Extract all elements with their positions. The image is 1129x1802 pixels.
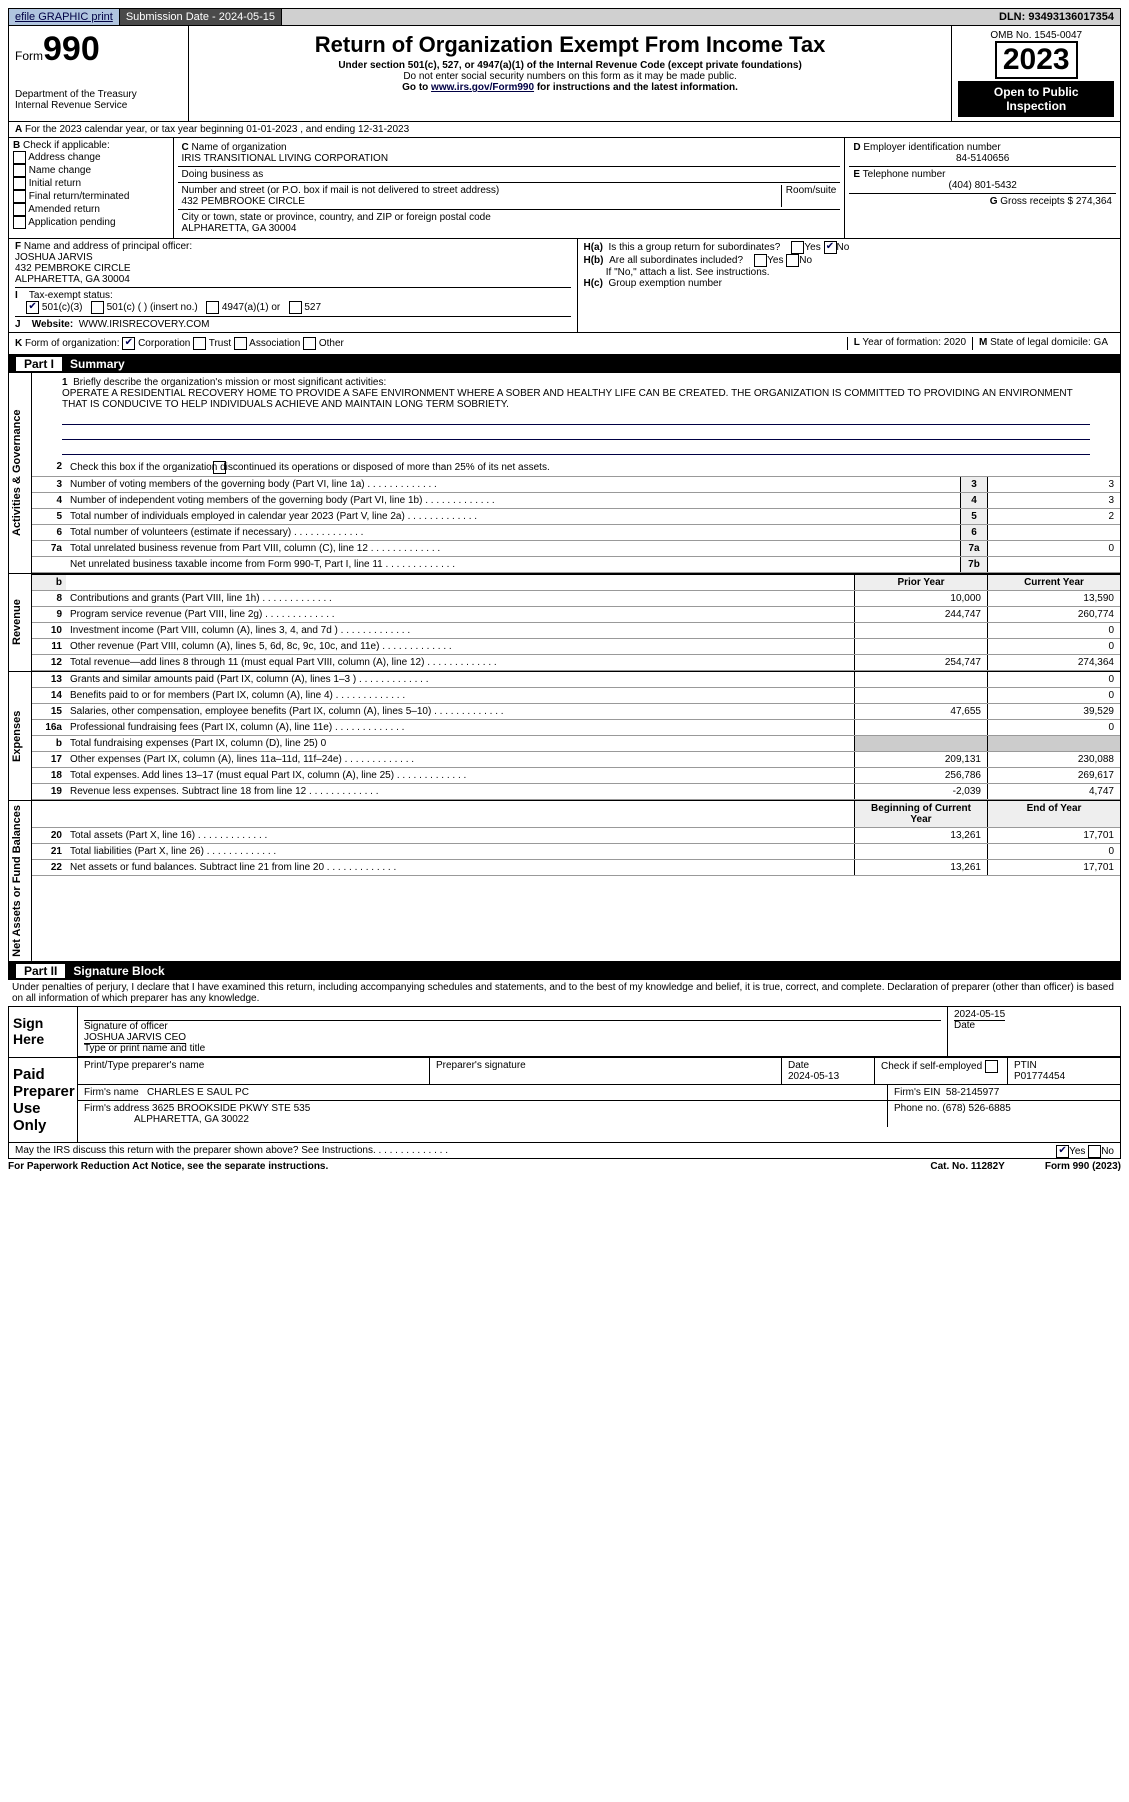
summary-row: 19Revenue less expenses. Subtract line 1…	[32, 784, 1120, 800]
summary-row: 8Contributions and grants (Part VIII, li…	[32, 591, 1120, 607]
line-a: A For the 2023 calendar year, or tax yea…	[8, 122, 1121, 138]
state-domicile: GA	[1094, 337, 1108, 348]
check-501c[interactable]	[91, 301, 104, 314]
section-c: C Name of organizationIRIS TRANSITIONAL …	[174, 138, 845, 238]
firm-ein: 58-2145977	[946, 1087, 999, 1098]
summary-row: 5Total number of individuals employed in…	[32, 509, 1120, 525]
check-final[interactable]: Final return/terminated	[13, 190, 169, 203]
perjury-text: Under penalties of perjury, I declare th…	[8, 980, 1121, 1006]
phone: (404) 801-5432	[853, 180, 1112, 191]
summary-row: 20Total assets (Part X, line 16)13,26117…	[32, 828, 1120, 844]
summary-row: 10Investment income (Part VIII, column (…	[32, 623, 1120, 639]
vtab-governance: Activities & Governance	[9, 373, 32, 573]
k-other[interactable]	[303, 337, 316, 350]
ein: 84-5140656	[853, 153, 1112, 164]
org-address: 432 PEMBROOKE CIRCLE	[182, 196, 305, 207]
self-employed-check[interactable]	[985, 1060, 998, 1073]
check-initial[interactable]: Initial return	[13, 177, 169, 190]
vtab-netassets: Net Assets or Fund Balances	[9, 801, 32, 961]
dln: DLN: 93493136017354	[993, 9, 1120, 25]
summary-row: 18Total expenses. Add lines 13–17 (must …	[32, 768, 1120, 784]
part2-header: Part IISignature Block	[8, 962, 1121, 980]
check-4947[interactable]	[206, 301, 219, 314]
submission-date: Submission Date - 2024-05-15	[120, 9, 282, 25]
form-title: Return of Organization Exempt From Incom…	[195, 32, 946, 58]
check-pending[interactable]: Application pending	[13, 216, 169, 229]
vtab-expenses: Expenses	[9, 672, 32, 800]
firm-addr: 3625 BROOKSIDE PKWY STE 535	[152, 1103, 310, 1114]
part1-header: Part ISummary	[8, 355, 1121, 373]
summary-row: 11Other revenue (Part VIII, column (A), …	[32, 639, 1120, 655]
k-corp[interactable]	[122, 337, 135, 350]
website: WWW.IRISRECOVERY.COM	[79, 319, 210, 330]
dept-label: Department of the Treasury	[15, 89, 182, 100]
check-amended[interactable]: Amended return	[13, 203, 169, 216]
form-sub1: Under section 501(c), 527, or 4947(a)(1)…	[195, 60, 946, 71]
form-sub2: Do not enter social security numbers on …	[195, 71, 946, 82]
summary-row: 13Grants and similar amounts paid (Part …	[32, 672, 1120, 688]
summary-row: 7aTotal unrelated business revenue from …	[32, 541, 1120, 557]
summary-row: 15Salaries, other compensation, employee…	[32, 704, 1120, 720]
k-trust[interactable]	[193, 337, 206, 350]
efile-link[interactable]: efile GRAPHIC print	[9, 9, 120, 25]
summary-row: Net unrelated business taxable income fr…	[32, 557, 1120, 573]
k-assoc[interactable]	[234, 337, 247, 350]
summary-row: 21Total liabilities (Part X, line 26)0	[32, 844, 1120, 860]
summary-row: 22Net assets or fund balances. Subtract …	[32, 860, 1120, 876]
open-public: Open to Public Inspection	[958, 81, 1114, 117]
check-name[interactable]: Name change	[13, 164, 169, 177]
section-d: D Employer identification number84-51406…	[844, 138, 1120, 238]
org-city: ALPHARETTA, GA 30004	[182, 223, 297, 234]
tax-year: 2023	[995, 41, 1078, 79]
mission-text: OPERATE A RESIDENTIAL RECOVERY HOME TO P…	[62, 388, 1073, 410]
hb-yes[interactable]	[754, 254, 767, 267]
ha-no[interactable]	[824, 241, 837, 254]
form-sub3: Go to www.irs.gov/Form990 for instructio…	[195, 82, 946, 93]
firm-phone: (678) 526-6885	[942, 1103, 1010, 1114]
instructions-link[interactable]: www.irs.gov/Form990	[431, 82, 534, 93]
summary-row: 6Total number of volunteers (estimate if…	[32, 525, 1120, 541]
ha-yes[interactable]	[791, 241, 804, 254]
discuss-no[interactable]	[1088, 1145, 1101, 1158]
summary-row: 9Program service revenue (Part VIII, lin…	[32, 607, 1120, 623]
section-b: B Check if applicable: Address change Na…	[9, 138, 174, 238]
top-bar: efile GRAPHIC print Submission Date - 20…	[8, 8, 1121, 26]
summary-row: bTotal fundraising expenses (Part IX, co…	[32, 736, 1120, 752]
form-header: Form990 Department of the Treasury Inter…	[8, 26, 1121, 122]
summary-row: 14Benefits paid to or for members (Part …	[32, 688, 1120, 704]
check-501c3[interactable]	[26, 301, 39, 314]
page-footer: For Paperwork Reduction Act Notice, see …	[8, 1159, 1121, 1172]
gross-receipts: 274,364	[1076, 196, 1112, 207]
year-formation: 2020	[944, 337, 966, 348]
irs-label: Internal Revenue Service	[15, 100, 182, 111]
check-address[interactable]: Address change	[13, 151, 169, 164]
discuss-line: May the IRS discuss this return with the…	[8, 1143, 1121, 1159]
org-name: IRIS TRANSITIONAL LIVING CORPORATION	[182, 153, 389, 164]
discontinued-check[interactable]	[213, 461, 226, 474]
summary-row: 4Number of independent voting members of…	[32, 493, 1120, 509]
form-number: Form990	[15, 30, 182, 69]
ptin: P01774454	[1014, 1071, 1065, 1082]
prep-date: 2024-05-13	[788, 1071, 839, 1082]
vtab-revenue: Revenue	[9, 574, 32, 671]
officer-name: JOSHUA JARVIS	[15, 252, 93, 263]
summary-row: 3Number of voting members of the governi…	[32, 477, 1120, 493]
paid-preparer-label: Paid Preparer Use Only	[9, 1058, 78, 1142]
firm-name: CHARLES E SAUL PC	[147, 1087, 249, 1098]
check-527[interactable]	[289, 301, 302, 314]
summary-row: 12Total revenue—add lines 8 through 11 (…	[32, 655, 1120, 671]
summary-row: 17Other expenses (Part IX, column (A), l…	[32, 752, 1120, 768]
hb-no[interactable]	[786, 254, 799, 267]
sign-here-label: Sign Here	[9, 1007, 78, 1057]
summary-row: 16aProfessional fundraising fees (Part I…	[32, 720, 1120, 736]
discuss-yes[interactable]	[1056, 1145, 1069, 1158]
omb: OMB No. 1545-0047	[958, 30, 1114, 41]
